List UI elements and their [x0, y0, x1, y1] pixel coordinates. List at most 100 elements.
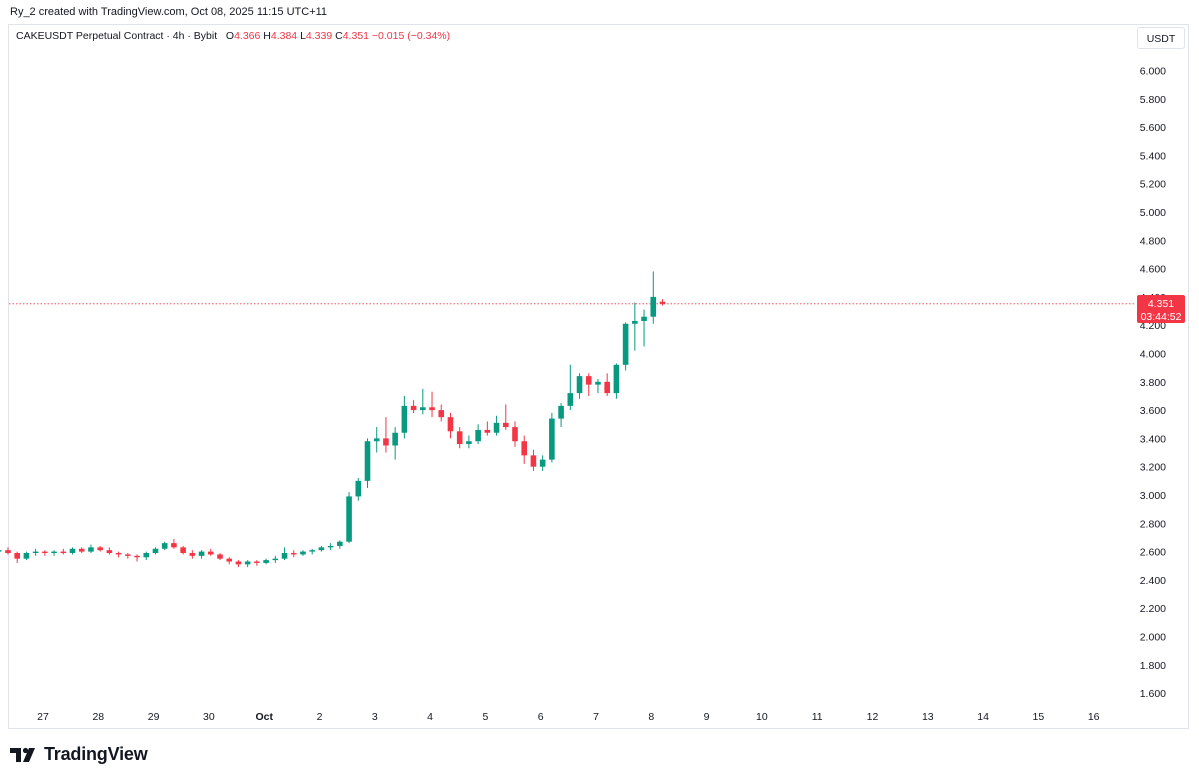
candle[interactable]	[5, 547, 11, 555]
candle[interactable]	[650, 271, 657, 324]
candle[interactable]	[420, 388, 426, 415]
symbol-name[interactable]: CAKEUSDT Perpetual Contract · 4h · Bybit	[16, 30, 218, 42]
tradingview-logo-icon	[10, 747, 35, 762]
candle[interactable]	[521, 435, 528, 464]
candle[interactable]	[125, 553, 131, 559]
candle[interactable]	[447, 412, 454, 439]
candle[interactable]	[567, 364, 574, 411]
x-axis-tick-label: 6	[538, 711, 544, 723]
candle[interactable]	[254, 560, 260, 566]
candle[interactable]	[106, 547, 113, 555]
candle[interactable]	[207, 548, 214, 556]
candle[interactable]	[272, 555, 279, 563]
candle[interactable]	[318, 545, 325, 552]
y-axis-tick-label: 3.600	[1140, 405, 1166, 417]
candle[interactable]	[622, 322, 629, 371]
candle[interactable]	[530, 449, 537, 471]
candle-body	[622, 323, 629, 365]
candle[interactable]	[401, 395, 408, 439]
candle[interactable]	[143, 551, 150, 561]
candle-body	[217, 554, 223, 559]
candle[interactable]	[632, 302, 638, 351]
candle[interactable]	[51, 550, 57, 556]
candle[interactable]	[373, 427, 380, 453]
candle[interactable]	[327, 543, 334, 551]
candle[interactable]	[659, 299, 666, 306]
x-axis-tick-label: 13	[922, 711, 934, 723]
candle[interactable]	[263, 558, 269, 565]
candle[interactable]	[23, 551, 30, 561]
candle[interactable]	[502, 404, 509, 430]
candle[interactable]	[641, 309, 647, 347]
candle[interactable]	[410, 400, 417, 413]
candle[interactable]	[0, 549, 2, 555]
candle[interactable]	[235, 560, 242, 568]
candle[interactable]	[364, 438, 371, 488]
candle[interactable]	[493, 415, 500, 436]
candle[interactable]	[438, 404, 445, 422]
candle[interactable]	[14, 551, 20, 563]
candle[interactable]	[171, 538, 177, 549]
candle[interactable]	[161, 541, 168, 551]
candle[interactable]	[466, 435, 472, 449]
candle[interactable]	[115, 551, 122, 558]
candle[interactable]	[512, 421, 518, 447]
candle[interactable]	[475, 424, 481, 445]
x-axis-tick-label: 5	[482, 711, 488, 723]
candle[interactable]	[539, 455, 546, 471]
candle[interactable]	[346, 492, 352, 544]
y-axis-tick-label: 6.000	[1140, 66, 1166, 78]
candle[interactable]	[226, 557, 233, 565]
tradingview-logo[interactable]: TradingView	[10, 744, 148, 765]
candle[interactable]	[300, 550, 306, 556]
candle[interactable]	[337, 540, 343, 549]
candle[interactable]	[189, 550, 196, 559]
candle[interactable]	[217, 553, 223, 561]
candle-body	[383, 438, 389, 446]
x-axis-tick-label: 3	[372, 711, 378, 723]
candle[interactable]	[383, 417, 389, 453]
currency-button[interactable]: USDT	[1137, 27, 1185, 49]
candle[interactable]	[69, 547, 76, 555]
candle[interactable]	[558, 403, 564, 428]
candle[interactable]	[32, 548, 39, 556]
candle-body	[207, 551, 214, 555]
candle[interactable]	[613, 363, 620, 399]
candle-body	[180, 547, 186, 554]
candle[interactable]	[549, 412, 555, 463]
candle[interactable]	[60, 548, 67, 555]
candle-body	[392, 432, 398, 446]
candle-body	[115, 553, 122, 555]
candle[interactable]	[585, 373, 592, 396]
candle[interactable]	[244, 560, 251, 568]
candle[interactable]	[576, 373, 583, 399]
candle-body	[134, 555, 140, 558]
candle[interactable]	[290, 550, 297, 558]
candle[interactable]	[78, 547, 85, 554]
candle[interactable]	[134, 554, 140, 562]
candle[interactable]	[281, 547, 288, 561]
candle[interactable]	[152, 547, 159, 555]
candle[interactable]	[392, 427, 398, 460]
candle[interactable]	[456, 427, 463, 449]
candle-body	[226, 558, 233, 562]
candle[interactable]	[198, 550, 205, 559]
candle-body	[530, 455, 537, 467]
candle[interactable]	[42, 550, 48, 556]
close-value: 4.351	[342, 30, 369, 42]
symbol-header: CAKEUSDT Perpetual Contract · 4h · Bybit…	[16, 30, 450, 42]
low-value: 4.339	[305, 30, 333, 42]
candle-body	[493, 422, 500, 433]
candle[interactable]	[355, 478, 362, 501]
candle[interactable]	[97, 545, 103, 552]
candle-body	[613, 364, 620, 394]
candle[interactable]	[484, 421, 491, 436]
candle[interactable]	[180, 545, 186, 555]
candle[interactable]	[595, 378, 601, 394]
candle[interactable]	[604, 373, 610, 396]
candle-body	[5, 550, 11, 554]
candle[interactable]	[88, 544, 94, 554]
candle[interactable]	[309, 548, 315, 555]
candle[interactable]	[429, 391, 435, 418]
